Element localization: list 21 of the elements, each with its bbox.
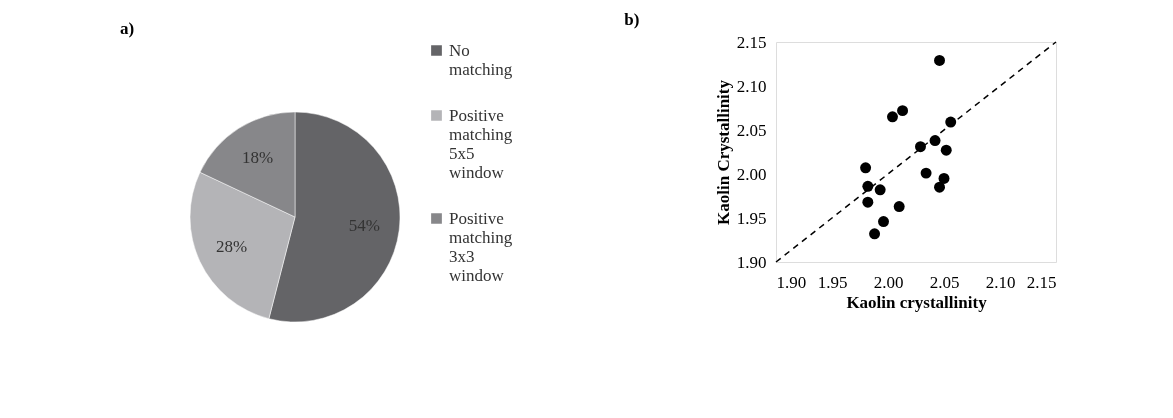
x-tick-label: 2.05 [929, 272, 960, 292]
x-tick-label: 2.15 [1026, 272, 1057, 292]
x-tick-label: 2.10 [985, 272, 1016, 292]
chart-title: a) [120, 19, 135, 38]
y-tick-label: 2.10 [736, 76, 767, 96]
y-axis-title: Kaolin Crystallinity [713, 79, 733, 225]
y-tick-label: 1.90 [736, 252, 767, 272]
y-tick-label: 2.15 [736, 32, 767, 52]
x-axis-title: Kaolin crystallinity [846, 292, 988, 312]
legend-label: No matching [449, 40, 513, 79]
data-label: 18% [241, 147, 274, 167]
legend-label: Positive matching 3x3 window [449, 208, 513, 285]
text: b) [624, 10, 640, 29]
x-tick-label: 1.95 [817, 272, 848, 292]
data-label: 28% [216, 236, 248, 256]
y-tick-label: 2.05 [736, 120, 767, 140]
y-tick-label: 1.95 [736, 208, 767, 228]
x-tick-label: 2.00 [873, 272, 904, 292]
y-tick-label: 2.00 [736, 164, 767, 184]
legend-label: Positive matching 5x5 window [449, 105, 513, 182]
x-tick-label: 1.90 [776, 272, 807, 292]
